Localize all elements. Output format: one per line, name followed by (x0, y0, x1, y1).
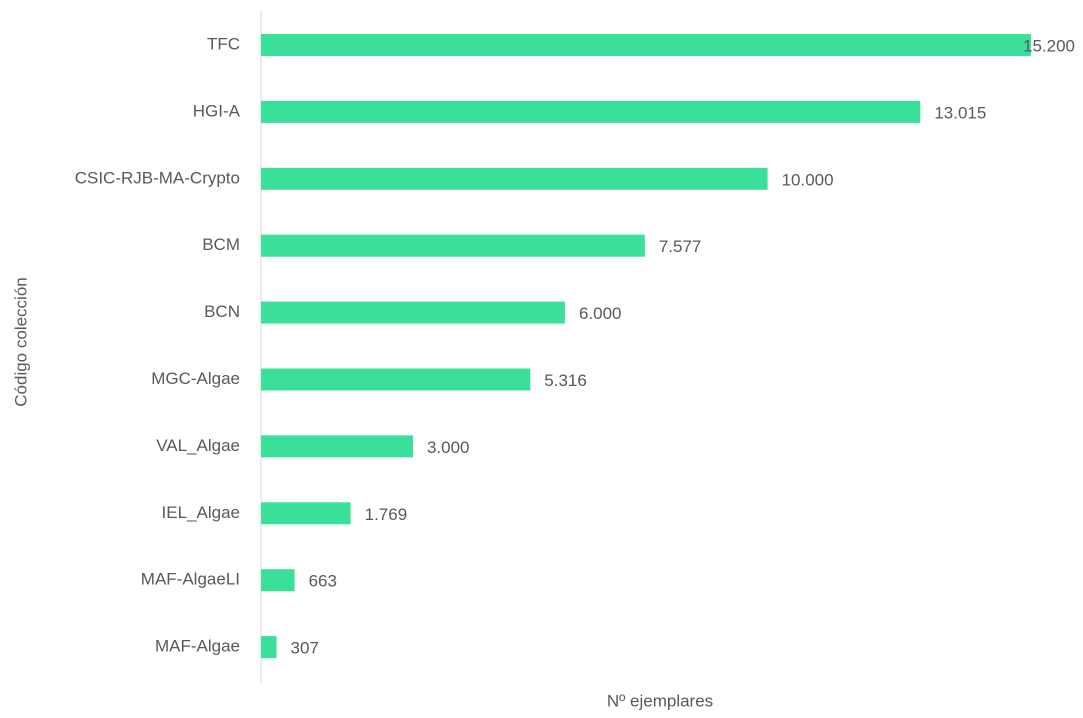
y-tick-label: HGI-A (193, 101, 241, 120)
data-label: 6.000 (579, 304, 622, 323)
y-tick-label: IEL_Algae (162, 503, 240, 522)
y-tick-label: MGC-Algae (151, 369, 240, 388)
y-tick-label: VAL_Algae (156, 436, 240, 455)
data-label: 307 (291, 639, 319, 658)
data-label: 15.200 (1023, 36, 1075, 55)
data-label: 13.015 (934, 103, 986, 122)
data-label: 7.577 (659, 237, 702, 256)
bar (261, 234, 645, 257)
bar (261, 167, 768, 190)
data-label: 3.000 (427, 438, 470, 457)
y-axis-title: Código colección (11, 277, 30, 406)
bar (261, 569, 295, 592)
y-tick-label: MAF-AlgaeLI (141, 570, 240, 589)
bar (261, 368, 531, 391)
bar (261, 636, 277, 659)
bar (261, 301, 565, 324)
y-tick-label: BCM (202, 235, 240, 254)
bar (261, 100, 921, 123)
y-tick-label: BCN (204, 302, 240, 321)
x-axis-title: Nº ejemplares (607, 691, 713, 710)
y-tick-label: TFC (207, 34, 240, 53)
bar (261, 34, 1031, 56)
bar (261, 502, 351, 525)
data-label: 1.769 (365, 505, 408, 524)
data-label: 10.000 (782, 170, 834, 189)
data-label: 663 (309, 572, 337, 591)
data-label: 5.316 (544, 371, 587, 390)
y-tick-label: MAF-Algae (155, 637, 240, 656)
y-tick-label: CSIC-RJB-MA-Crypto (75, 168, 240, 187)
bar (261, 435, 413, 458)
